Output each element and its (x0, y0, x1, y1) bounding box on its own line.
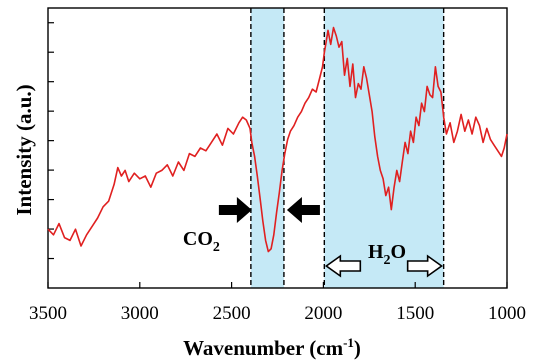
x-tick-label: 1500 (396, 303, 434, 324)
co2-label: CO2 (183, 228, 220, 255)
x-tick-label: 1000 (488, 303, 526, 324)
co2-left-arrow (218, 197, 252, 223)
h2o-label: H2O (368, 241, 406, 268)
plot-frame (47, 7, 508, 289)
x-tick-label: 3500 (29, 303, 67, 324)
x-tick-label: 3000 (121, 303, 159, 324)
x-tick-label: 2500 (213, 303, 251, 324)
y-axis-title: Intensity (a.u.) (12, 84, 36, 215)
h2o-right-arrow (406, 254, 444, 278)
y-axis-ticks (48, 22, 54, 260)
co2-right-arrow (286, 197, 320, 223)
x-axis-title: Wavenumber (cm-1) (183, 335, 361, 360)
x-tick-label: 2000 (304, 303, 342, 324)
band-1 (324, 8, 444, 288)
band-0 (250, 8, 284, 288)
band-annotations: CO2 H2O (183, 197, 444, 278)
spectrum-line (47, 26, 508, 253)
x-axis-ticks: 3500 3000 2500 2000 1500 1000 (29, 282, 526, 324)
highlight-bands (250, 8, 445, 288)
h2o-left-arrow (324, 254, 362, 278)
